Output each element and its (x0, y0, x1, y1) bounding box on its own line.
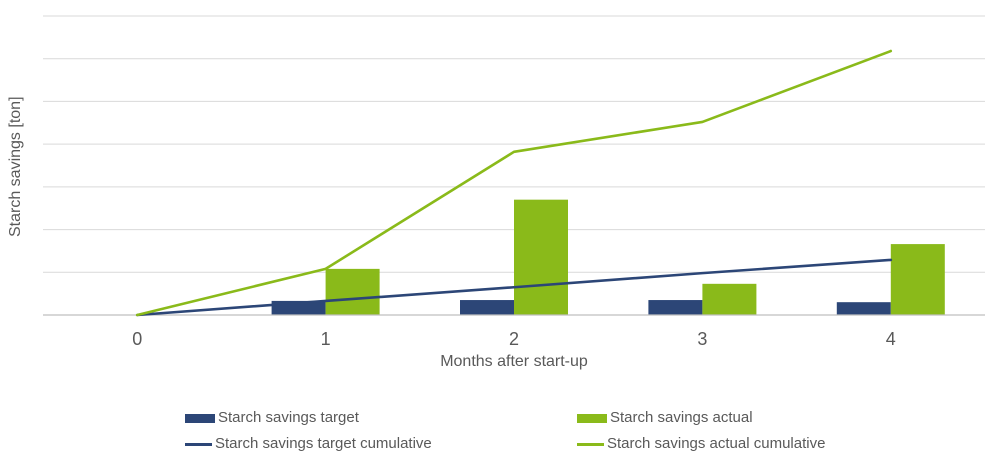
bar-actual-month-2 (514, 199, 568, 315)
legend-label-target-cumulative: Starch savings target cumulative (215, 435, 432, 452)
legend-swatch-target-line (185, 442, 212, 446)
x-tick-label-2: 2 (509, 329, 519, 349)
bar-actual-month-1 (325, 268, 380, 315)
x-axis-title: Months after start-up (440, 353, 588, 370)
x-tick-label-1: 1 (321, 329, 331, 349)
legend-swatch-actual-line (577, 442, 604, 446)
x-tick-label-3: 3 (697, 329, 707, 349)
bar-target-month-3 (648, 300, 703, 315)
legend-item-target-cumulative-line: Starch savings target cumulative (185, 435, 432, 453)
line-actual-cumulative (135, 49, 893, 317)
bar-target-month-4 (836, 302, 891, 315)
line-target-cumulative (135, 258, 893, 317)
legend-item-actual-bar: Starch savings actual (577, 409, 753, 427)
x-tick-label-0: 0 (132, 329, 142, 349)
legend-label-target-bar: Starch savings target (218, 409, 359, 426)
y-axis-title: Starch savings [ton] (7, 96, 24, 238)
combo-chart-plot: 0 1 2 3 4 (43, 15, 985, 349)
bar-actual-month-4 (890, 244, 945, 315)
legend-label-actual-cumulative: Starch savings actual cumulative (607, 435, 826, 452)
bar-actual-month-3 (702, 283, 757, 315)
legend-item-actual-cumulative-line: Starch savings actual cumulative (577, 435, 825, 453)
legend-swatch-actual-bar (577, 413, 607, 423)
legend-item-target-bar: Starch savings target (185, 409, 359, 427)
x-tick-label-4: 4 (886, 329, 896, 349)
legend-swatch-target-bar (185, 413, 215, 423)
bar-target-month-2 (460, 300, 514, 315)
legend-label-actual-bar: Starch savings actual (610, 409, 753, 426)
